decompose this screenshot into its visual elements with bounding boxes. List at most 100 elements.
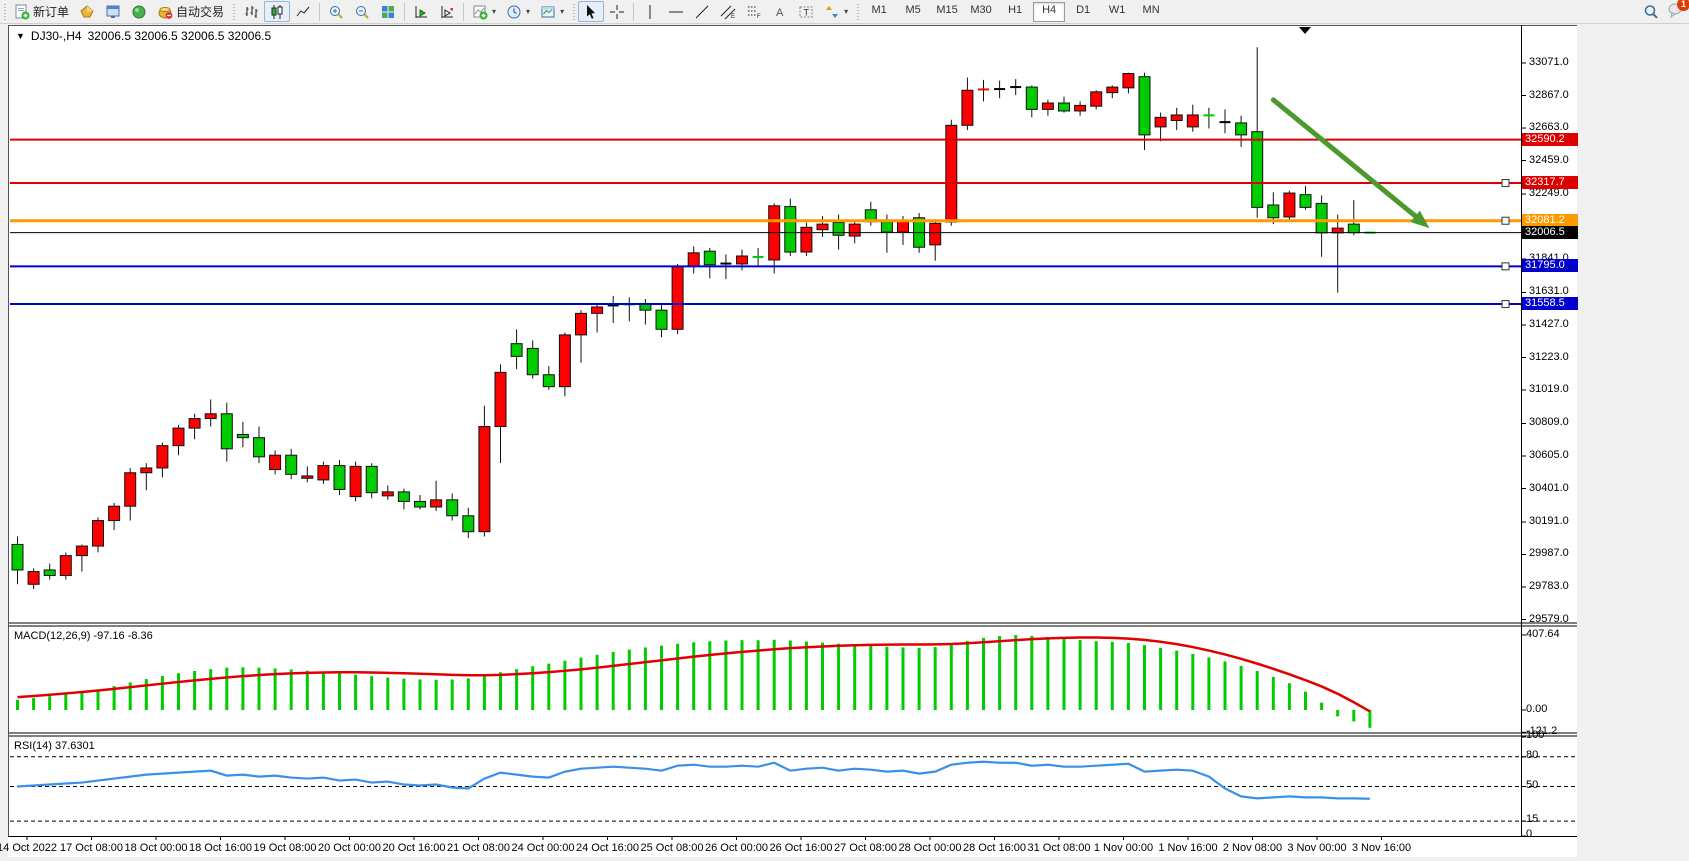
timeframe-button-m1[interactable]: M1	[871, 3, 887, 16]
templates-button[interactable]: ▾	[535, 1, 569, 22]
time-axis-label: 3 Nov 16:00	[1351, 842, 1412, 854]
candlestick-chart-icon	[271, 4, 283, 19]
auto-trading-icon	[158, 6, 173, 19]
time-axis-label: 24 Oct 00:00	[511, 842, 575, 854]
timeframe-button-m30[interactable]: M30	[970, 3, 992, 16]
auto-scroll-button[interactable]	[408, 1, 434, 22]
new-order-label: 新订单	[33, 5, 70, 19]
rsi-axis-tick: 100	[1526, 729, 1545, 741]
periods-button[interactable]: ▾	[501, 1, 535, 22]
notification-badge: 1	[1677, 0, 1689, 11]
candlestick-chart-button[interactable]	[264, 1, 291, 22]
macd-axis-tick: -121.2	[1526, 725, 1558, 738]
svg-text:T: T	[804, 7, 810, 17]
price-axis-tick: 32867.0	[1529, 88, 1569, 101]
line-chart-button[interactable]	[290, 1, 316, 22]
trendline-icon	[695, 5, 709, 18]
price-line-label: 32317.7	[1522, 176, 1578, 190]
price-line-label: 31558.5	[1522, 297, 1578, 311]
price-axis-tick: 29579.0	[1529, 612, 1569, 625]
zoom-out-icon	[356, 5, 369, 19]
timeframe-button-h1[interactable]: H1	[1008, 3, 1023, 16]
toolbar-grip	[857, 3, 860, 20]
indicators-icon	[473, 5, 488, 19]
cursor-tool-button[interactable]	[578, 1, 605, 22]
time-axis-label: 31 Oct 08:00	[1027, 842, 1091, 854]
market-depth-button[interactable]	[74, 1, 100, 22]
price-axis-tick: 32663.0	[1529, 121, 1569, 134]
time-axis-label: 3 Nov 00:00	[1287, 842, 1347, 854]
time-axis-label: 19 Oct 08:00	[253, 842, 317, 854]
text-tool-button[interactable]: A	[767, 1, 793, 22]
trend-arrow-annotation[interactable]	[1270, 97, 1430, 229]
indicators-button[interactable]: ▾	[467, 1, 501, 22]
price-line-label: 31795.0	[1522, 259, 1578, 273]
zoom-in-button[interactable]	[323, 1, 349, 22]
chart-shift-button[interactable]	[434, 1, 460, 22]
timeframe-button-d1[interactable]: D1	[1076, 3, 1091, 16]
price-line-label: 32006.5	[1522, 225, 1578, 239]
time-axis-label: 24 Oct 16:00	[576, 842, 639, 854]
signals-button[interactable]	[126, 1, 152, 22]
new-order-button[interactable]: 新订单	[9, 1, 74, 22]
bar-chart-button[interactable]	[238, 1, 264, 22]
arrows-icon	[826, 5, 839, 18]
vertical-line-tool-button[interactable]	[637, 1, 663, 22]
signal-icon	[132, 5, 146, 18]
template-icon	[541, 6, 555, 17]
toolbar-grip	[573, 3, 576, 20]
price-axis-tick: 29987.0	[1529, 547, 1569, 560]
toolbar-grip	[4, 3, 6, 20]
label-tool-button[interactable]: T	[793, 1, 819, 22]
chevron-down-icon: ▾	[560, 7, 565, 16]
tile-windows-button[interactable]	[375, 1, 401, 22]
rsi-axis-tick: 80	[1526, 748, 1539, 761]
horizontal-line-tool-button[interactable]	[663, 1, 689, 22]
timeframe-button-w1[interactable]: W1	[1108, 3, 1126, 16]
macd-axis-tick: 0.00	[1526, 703, 1548, 715]
chart-title: ▼ DJ30-,H4 32006.5 32006.5 32006.5 32006…	[16, 29, 271, 43]
time-axis-label: 14 Oct 2022	[0, 842, 57, 854]
chart-window[interactable]: 33071.0 32867.0 32663.0 32459.0 32249.0 31841…	[0, 24, 1689, 861]
timeframe-button-m15[interactable]: M15	[936, 3, 958, 16]
svg-text:F: F	[757, 14, 761, 20]
time-axis-label: 2 Nov 08:00	[1222, 842, 1283, 854]
autoscroll-triangle-icon[interactable]	[1299, 27, 1311, 34]
fibonacci-tool-button[interactable]: F	[741, 1, 767, 22]
trendline-tool-button[interactable]	[689, 1, 715, 22]
auto-trading-label: 自动交易	[176, 5, 225, 19]
chevron-down-icon: ▾	[492, 7, 497, 16]
time-axis-label: 28 Oct 16:00	[963, 842, 1026, 854]
chart-frame	[8, 25, 1577, 840]
dropdown-triangle-icon[interactable]: ▼	[16, 31, 25, 41]
zoom-out-button[interactable]	[349, 1, 375, 22]
timeframe-button-mn[interactable]: MN	[1142, 3, 1160, 16]
notifications-button[interactable]: 1	[1667, 0, 1689, 21]
timeframe-button-m5[interactable]: M5	[905, 3, 921, 16]
crosshair-tool-button[interactable]	[604, 1, 630, 22]
time-axis-label: 21 Oct 08:00	[447, 842, 510, 854]
cursor-icon	[587, 4, 596, 19]
text-icon: A	[776, 7, 784, 19]
search-icon[interactable]	[1643, 4, 1659, 20]
chart-symbol-period: DJ30-,H4	[30, 29, 82, 43]
price-axis-tick: 33071.0	[1529, 56, 1569, 68]
time-axis-label: 20 Oct 00:00	[318, 842, 381, 854]
toolbar: 新订单 自动交易	[0, 0, 1689, 24]
vertical-line-icon	[649, 4, 651, 19]
price-line-label: 32590.2	[1522, 132, 1578, 146]
channel-tool-button[interactable]: E	[715, 1, 741, 22]
toolbar-grip	[233, 3, 236, 20]
price-chart-canvas[interactable]	[0, 24, 1689, 861]
price-line-label: 32081.2	[1522, 213, 1578, 227]
svg-text:E: E	[731, 14, 735, 20]
time-axis-label: 26 Oct 16:00	[769, 842, 833, 854]
market-watch-button[interactable]	[100, 1, 126, 22]
arrows-tool-button[interactable]: ▾	[819, 1, 853, 22]
line-chart-icon	[296, 6, 310, 16]
timeframe-button-h4[interactable]: H4	[1033, 1, 1066, 22]
auto-trading-button[interactable]: 自动交易	[152, 1, 229, 22]
price-axis-tick: 30809.0	[1529, 416, 1569, 429]
horizontal-lines[interactable]	[10, 138, 1521, 309]
crosshair-icon	[610, 4, 625, 19]
